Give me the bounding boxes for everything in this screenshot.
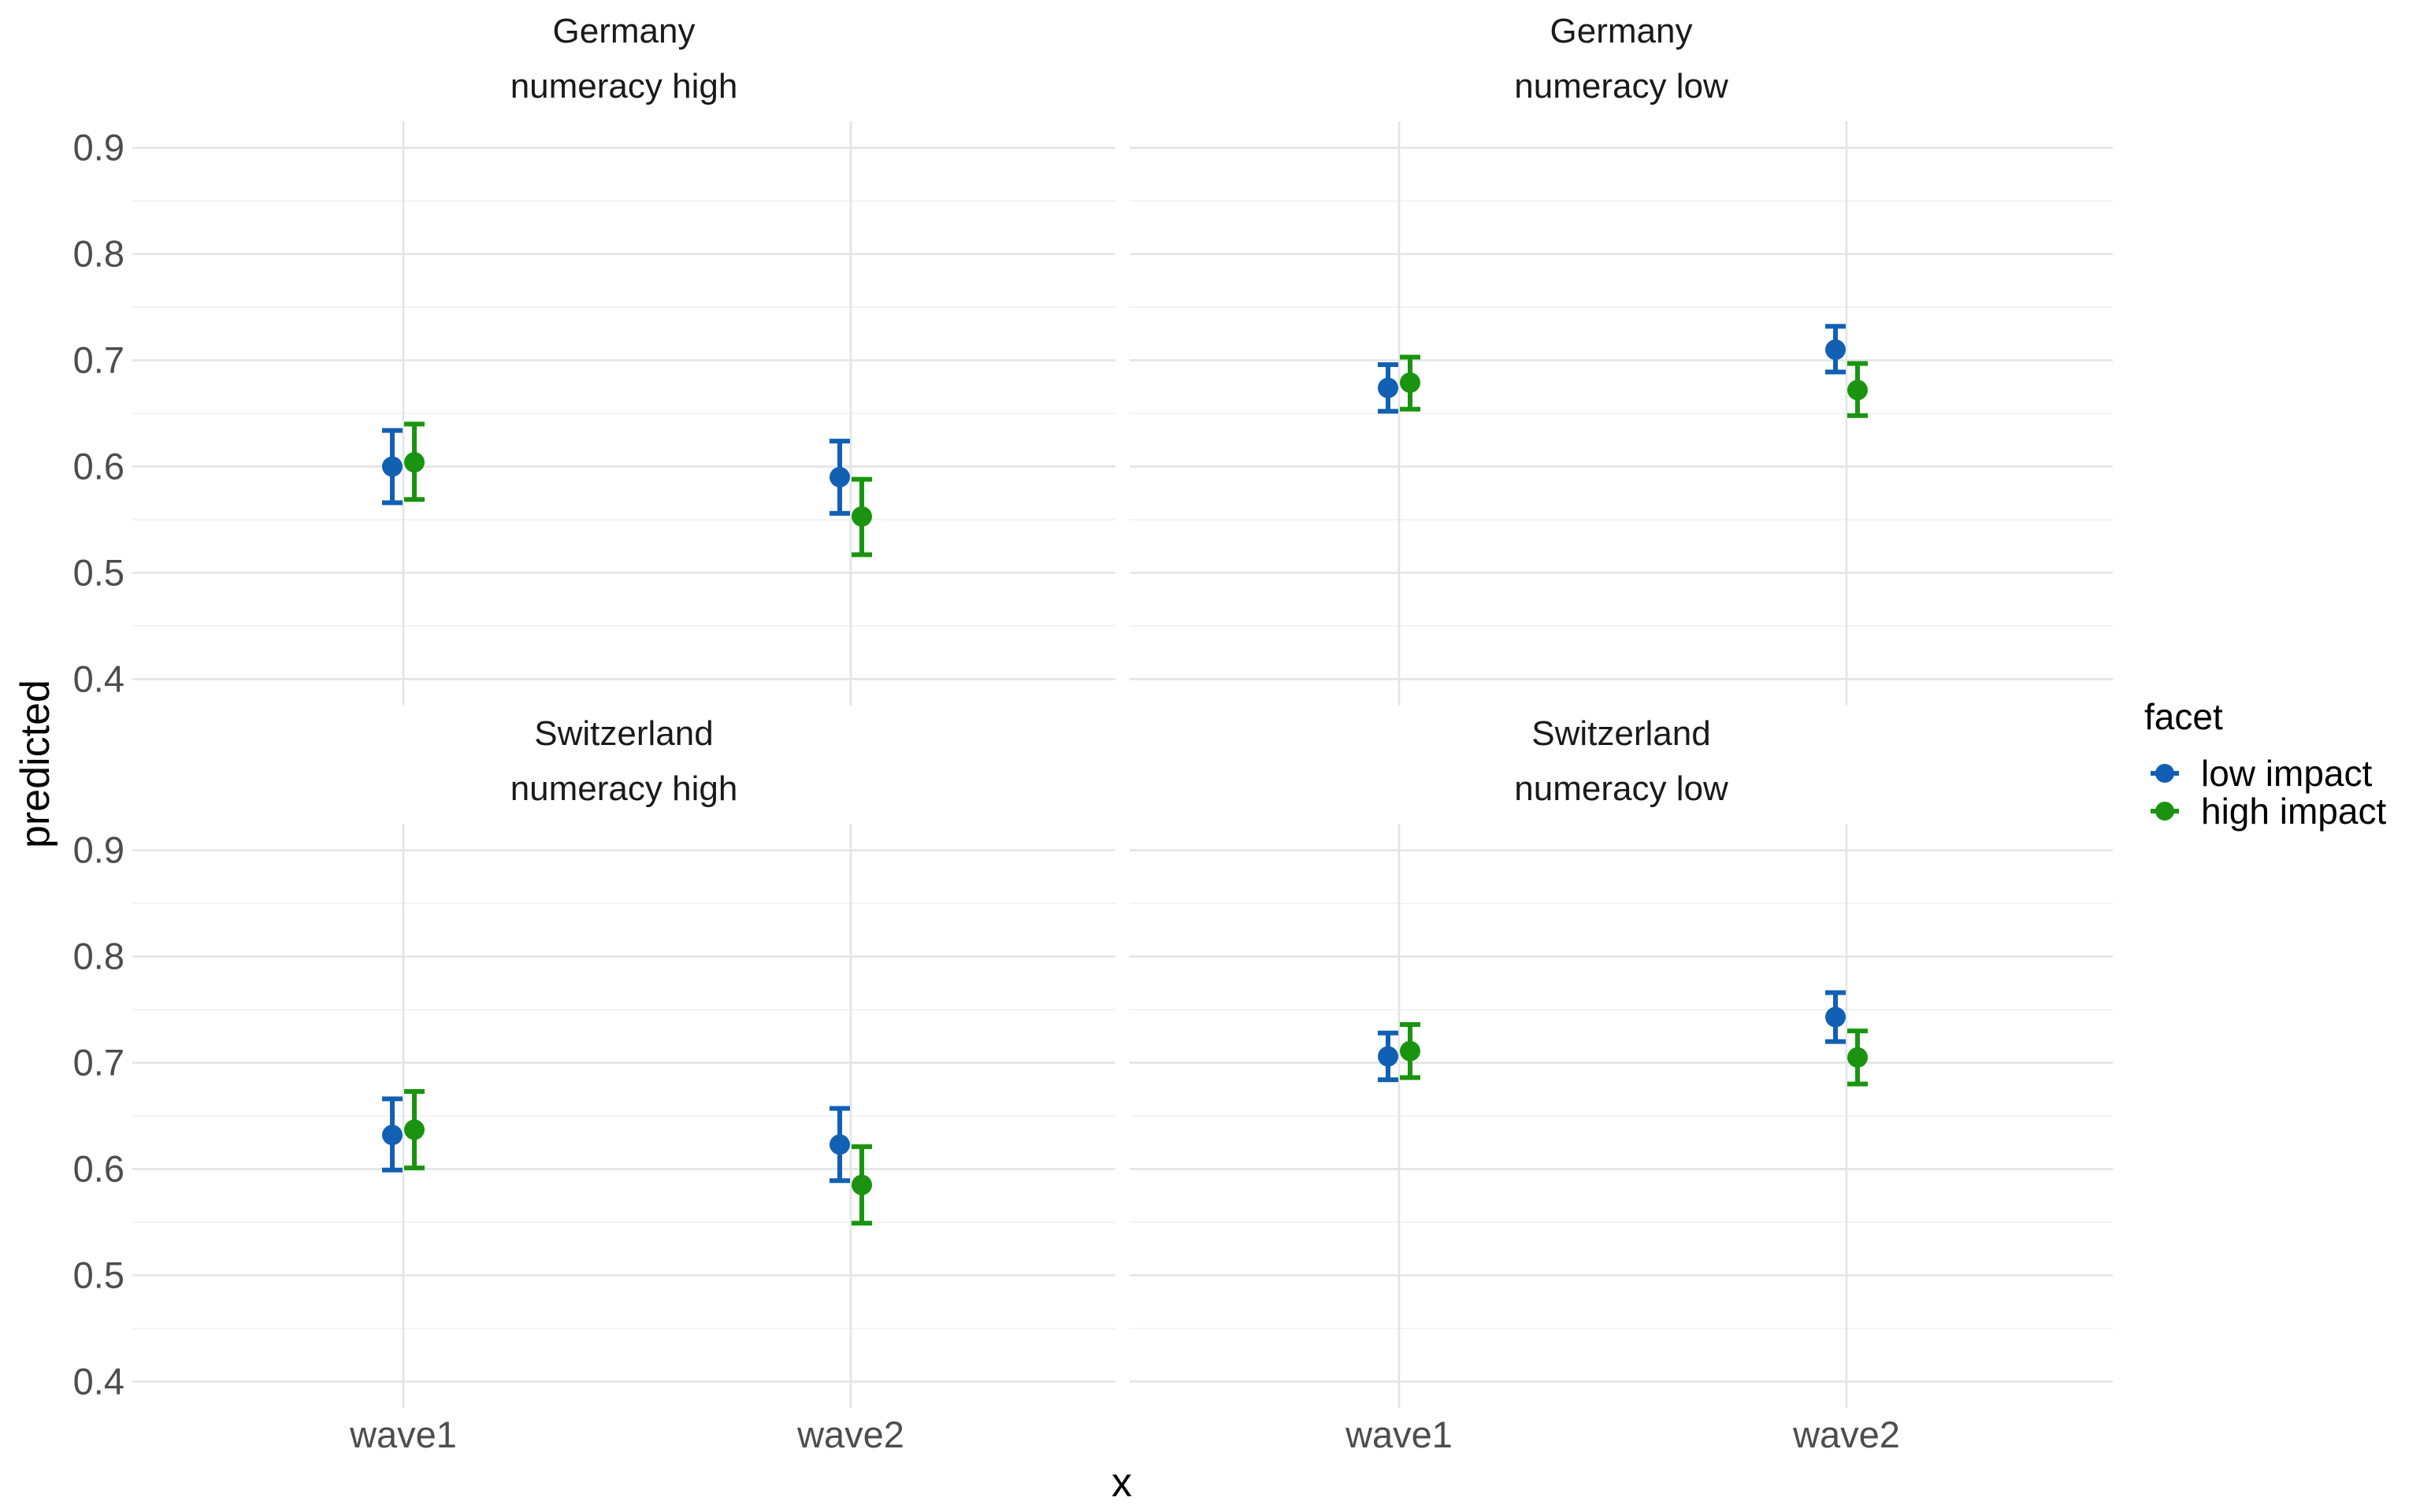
facet-strip-label: Switzerland	[1531, 714, 1710, 753]
panel-3: Switzerland numeracy high	[132, 714, 1115, 1408]
legend-title: facet	[2144, 696, 2223, 737]
facet-strip-label: numeracy high	[510, 769, 738, 808]
data-point	[1378, 377, 1398, 398]
data-point	[1825, 1006, 1846, 1028]
facet-strip-label: Germany	[553, 12, 696, 50]
y-tick-label: 0.5	[73, 551, 124, 593]
x-tick-label: wave1	[349, 1414, 457, 1455]
data-point	[382, 1125, 403, 1146]
x-axis-title: x	[1112, 1460, 1132, 1506]
y-tick-label: 0.8	[73, 936, 124, 977]
facet-strip-label: numeracy low	[1514, 67, 1728, 106]
panel-4: Switzerland numeracy low	[1130, 714, 2113, 1408]
y-tick-label: 0.6	[73, 445, 124, 487]
y-tick-label: 0.5	[73, 1254, 124, 1295]
legend-key-point	[2155, 764, 2174, 783]
y-axis-title: predicted	[13, 680, 58, 848]
axes-layer: 0.4 0.5 0.6 0.7 0.8 0.9 0.4 0.5 0.6 0.7 0.8 0.9 wave…	[73, 127, 1900, 1455]
data-point	[1400, 372, 1420, 393]
facet-strip-label: numeracy high	[510, 67, 738, 106]
data-point	[830, 466, 850, 487]
panel-2: Germany numeracy low	[1130, 12, 2113, 706]
panel-1: Germany numeracy high	[132, 12, 1115, 706]
y-tick-label: 0.4	[73, 1360, 124, 1402]
data-point	[1378, 1046, 1398, 1067]
y-tick-label: 0.7	[73, 339, 124, 381]
legend-label: low impact	[2201, 753, 2373, 794]
facet-strip-label: numeracy low	[1514, 769, 1728, 808]
data-point	[1847, 380, 1868, 401]
facet-strip-label: Germany	[1550, 12, 1693, 50]
data-point	[1825, 339, 1846, 361]
data-point	[1400, 1040, 1420, 1062]
y-tick-label: 0.9	[73, 127, 124, 169]
facet-strip-label: Switzerland	[534, 714, 713, 753]
data-point	[1847, 1047, 1868, 1068]
x-tick-label: wave2	[1792, 1414, 1900, 1455]
x-tick-label: wave2	[796, 1414, 904, 1455]
y-tick-label: 0.4	[73, 658, 124, 699]
legend-item: low impact	[2151, 753, 2373, 794]
y-tick-label: 0.6	[73, 1147, 124, 1189]
data-point	[830, 1134, 850, 1155]
data-point	[404, 452, 425, 473]
legend-label: high impact	[2201, 791, 2386, 832]
y-tick-label: 0.8	[73, 233, 124, 275]
y-tick-label: 0.9	[73, 829, 124, 871]
y-tick-label: 0.7	[73, 1042, 124, 1084]
data-point	[852, 1174, 872, 1195]
data-point	[382, 456, 403, 477]
data-point	[852, 506, 872, 527]
x-tick-label: wave1	[1345, 1414, 1453, 1455]
legend-key-point	[2155, 802, 2174, 821]
data-point	[404, 1119, 425, 1140]
legend-item: high impact	[2151, 791, 2386, 832]
